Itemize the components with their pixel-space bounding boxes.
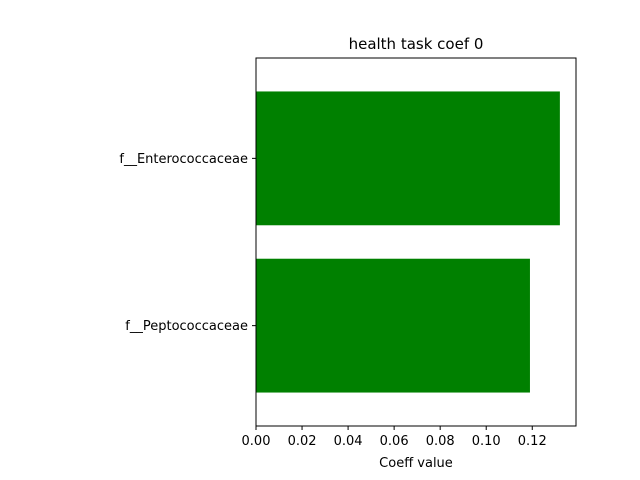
chart-title: health task coef 0: [349, 35, 484, 53]
y-axis-ticks: f__Peptococcaceae f__Enterococcaceae: [119, 152, 256, 334]
plot-frame: [255, 57, 577, 427]
x-tick-label: 0.08: [426, 434, 455, 449]
x-tick-label: 0.10: [472, 434, 501, 449]
x-axis-label: Coeff value: [379, 456, 453, 471]
x-tick-label: 0.04: [334, 434, 363, 449]
bar-f-peptococcaceae: [256, 258, 530, 393]
x-tick-label: 0.06: [380, 434, 409, 449]
x-tick-label: 0.00: [242, 434, 271, 449]
y-tick-label: f__Peptococcaceae: [125, 319, 248, 334]
x-tick-label: 0.12: [518, 434, 547, 449]
bars-group: [256, 91, 560, 393]
bar-f-enterococcaceae: [256, 91, 560, 226]
y-tick-label: f__Enterococcaceae: [119, 152, 248, 167]
x-axis-ticks: 0.00 0.02 0.04 0.06 0.08 0.10 0.12: [242, 426, 547, 449]
x-tick-label: 0.02: [288, 434, 317, 449]
